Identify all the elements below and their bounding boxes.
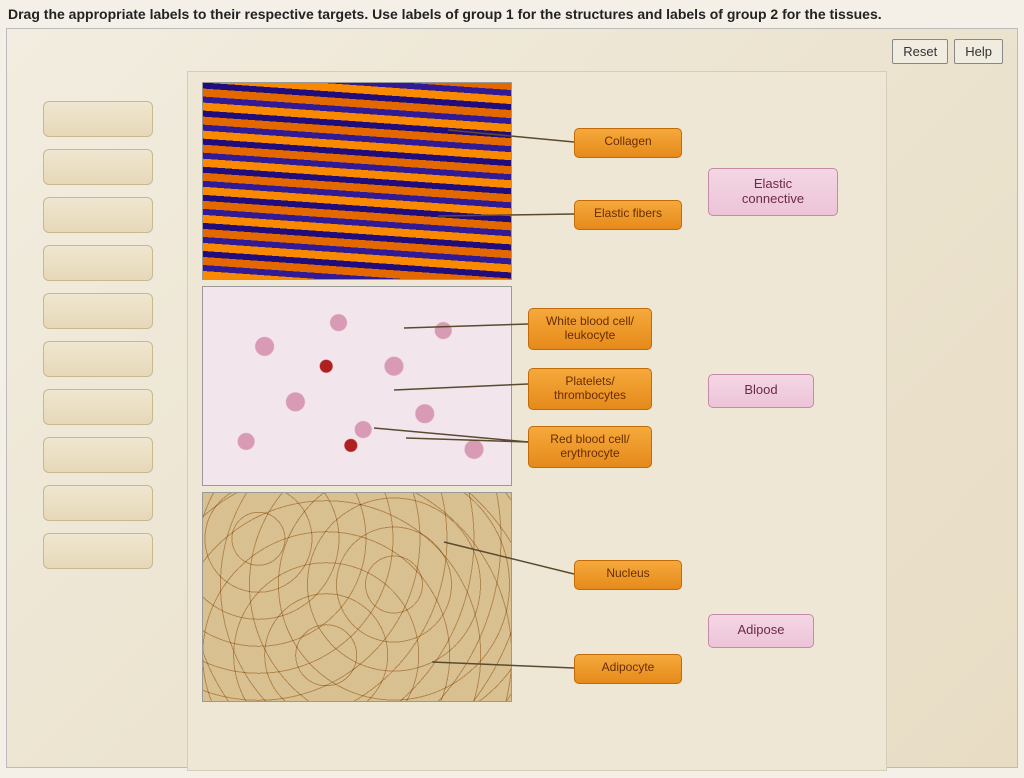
tray-slot[interactable] xyxy=(43,245,153,281)
label-collagen[interactable]: Collagen xyxy=(574,128,682,158)
micrograph-adipose xyxy=(202,492,512,702)
label-nucleus[interactable]: Nucleus xyxy=(574,560,682,590)
instruction-text: Drag the appropriate labels to their res… xyxy=(0,0,1024,28)
label-blood[interactable]: Blood xyxy=(708,374,814,408)
label-elastic-fibers[interactable]: Elastic fibers xyxy=(574,200,682,230)
reset-button[interactable]: Reset xyxy=(892,39,948,64)
tray-slot[interactable] xyxy=(43,533,153,569)
micrograph-elastic-connective xyxy=(202,82,512,280)
activity-frame: Reset Help Collagen Elastic fibers White… xyxy=(6,28,1018,768)
label-adipose[interactable]: Adipose xyxy=(708,614,814,648)
label-adipocyte[interactable]: Adipocyte xyxy=(574,654,682,684)
top-button-bar: Reset Help xyxy=(892,39,1003,64)
tray-slot[interactable] xyxy=(43,485,153,521)
tray-slot[interactable] xyxy=(43,293,153,329)
label-elastic-connective[interactable]: Elastic connective xyxy=(708,168,838,216)
label-platelets[interactable]: Platelets/ thrombocytes xyxy=(528,368,652,410)
label-white-blood-cell[interactable]: White blood cell/ leukocyte xyxy=(528,308,652,350)
micrograph-blood xyxy=(202,286,512,486)
tray-slot[interactable] xyxy=(43,149,153,185)
tray-slot[interactable] xyxy=(43,389,153,425)
label-tray xyxy=(43,101,153,569)
help-button[interactable]: Help xyxy=(954,39,1003,64)
tray-slot[interactable] xyxy=(43,341,153,377)
label-red-blood-cell[interactable]: Red blood cell/ erythrocyte xyxy=(528,426,652,468)
tray-slot[interactable] xyxy=(43,197,153,233)
tray-slot[interactable] xyxy=(43,437,153,473)
diagram-canvas: Collagen Elastic fibers White blood cell… xyxy=(187,71,887,771)
tray-slot[interactable] xyxy=(43,101,153,137)
workspace: Collagen Elastic fibers White blood cell… xyxy=(17,71,1007,767)
